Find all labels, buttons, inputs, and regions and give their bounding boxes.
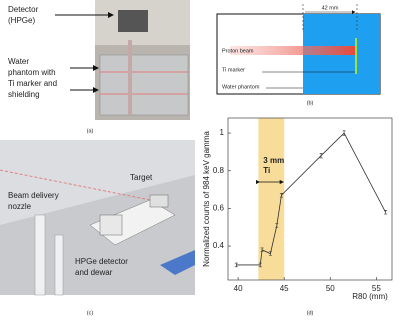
label: HPGe detector <box>75 257 128 266</box>
error-bar <box>279 193 283 198</box>
panel-label: (b) <box>307 100 314 106</box>
error-bar <box>384 210 388 215</box>
x-tick-label: 40 <box>234 284 243 293</box>
label: and dewar <box>75 268 113 277</box>
label: shielding <box>8 90 40 99</box>
x-tick-label: 50 <box>326 284 335 293</box>
error-bar <box>268 251 272 256</box>
annotation: 3 mm <box>263 156 284 165</box>
label: phantom with <box>8 68 56 77</box>
y-axis-label: Normalized counts of 984 keV gamma <box>202 131 211 267</box>
label: Water <box>8 57 29 66</box>
error-bar <box>258 262 262 268</box>
label: Ti marker <box>222 67 245 73</box>
x-tick-label: 55 <box>372 284 381 293</box>
panel-label: (a) <box>87 128 94 134</box>
photo-a <box>95 0 190 120</box>
label: Proton beam <box>222 48 254 54</box>
shaded-region <box>258 118 285 280</box>
render-c <box>0 140 195 296</box>
error-bar <box>260 247 264 253</box>
panel-label: (d) <box>307 310 314 316</box>
diagram-b <box>216 4 381 95</box>
panel-label: (c) <box>87 310 94 316</box>
y-tick-label: 0.8 <box>213 166 225 175</box>
dimension: 42 mm <box>322 5 339 11</box>
annotation: Ti <box>263 166 270 175</box>
label: (HPGe) <box>8 16 35 25</box>
x-tick-label: 45 <box>280 284 289 293</box>
chart: 40 45 50 55 0.4 0.6 0.8 1 R80 (mm) Normalized cou… <box>202 117 393 301</box>
error-bar <box>234 262 238 268</box>
label: Beam delivery <box>8 191 59 200</box>
y-tick-label: 0.4 <box>213 241 225 250</box>
label: Ti marker and <box>8 79 57 88</box>
y-tick-label: 0.6 <box>213 204 225 213</box>
error-bar <box>319 153 323 159</box>
plot-frame <box>227 117 393 281</box>
y-tick-label: 1 <box>220 128 225 137</box>
error-bar <box>275 223 279 228</box>
label: nozzle <box>8 202 32 211</box>
label: Detector <box>8 5 39 14</box>
error-bar <box>342 130 346 136</box>
label: Water phantom <box>222 84 260 90</box>
x-axis-label: R80 (mm) <box>352 292 388 301</box>
label: Target <box>130 173 153 182</box>
